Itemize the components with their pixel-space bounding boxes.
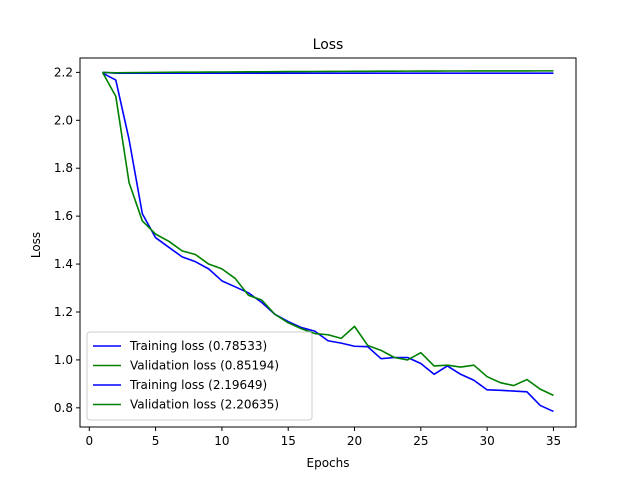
legend-box xyxy=(86,331,313,421)
y-tick-label: 0.8 xyxy=(54,401,73,415)
y-tick-label: 1.6 xyxy=(54,209,73,223)
x-tick-label: 30 xyxy=(480,434,495,448)
series-line-2 xyxy=(102,71,554,75)
legend-label-2: Training loss (2.19649) xyxy=(129,378,267,392)
y-tick-label: 1.4 xyxy=(54,257,73,271)
y-tick-label: 1.0 xyxy=(54,353,73,367)
y-axis-label: Loss xyxy=(29,232,43,258)
legend-label-3: Validation loss (2.20635) xyxy=(130,398,279,412)
x-tick-label: 35 xyxy=(546,434,561,448)
x-tick-label: 10 xyxy=(214,434,229,448)
legend-label-0: Training loss (0.78533) xyxy=(129,339,267,353)
chart-title: Loss xyxy=(313,37,344,53)
y-tick-label: 2.2 xyxy=(54,65,73,79)
x-tick-label: 20 xyxy=(347,434,362,448)
x-tick-label: 0 xyxy=(85,434,93,448)
axes-frame xyxy=(79,57,577,428)
series-line-0 xyxy=(102,72,554,413)
legend: Training loss (0.78533) Validation loss (… xyxy=(86,331,313,421)
series-line-3 xyxy=(102,70,554,74)
y-tick-label: 1.8 xyxy=(54,161,73,175)
series-line-1 xyxy=(101,71,554,397)
x-tick-label: 5 xyxy=(152,434,160,448)
x-tick-label: 15 xyxy=(281,434,296,448)
legend-label-1: Validation loss (0.85194) xyxy=(130,359,279,373)
series-layer xyxy=(101,70,554,413)
x-axis-label: Epochs xyxy=(307,456,350,470)
axes-layer: 0 5 10 15 20 25 30 35 0.8 1.0 1.2 1.4 1.6 1.8 2.0 2.2 xyxy=(54,57,577,448)
y-tick-label: 1.2 xyxy=(54,305,73,319)
x-tick-label: 25 xyxy=(413,434,428,448)
y-tick-label: 2.0 xyxy=(54,113,73,127)
